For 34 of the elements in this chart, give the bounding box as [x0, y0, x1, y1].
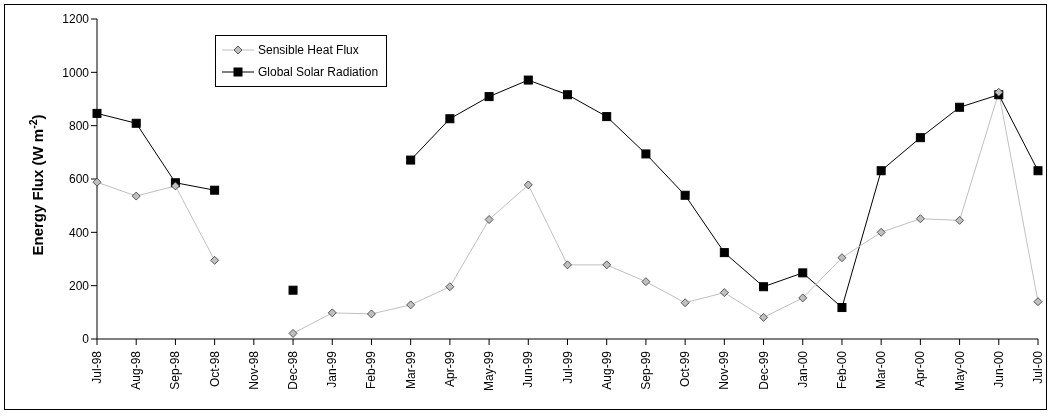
y-tick-label: 200	[68, 278, 90, 293]
y-tick-label: 1000	[62, 65, 90, 80]
x-tick-label: Jan-99	[325, 350, 340, 388]
x-tick-label: Jun-00	[991, 350, 1006, 388]
x-tick-label: Jul-99	[560, 350, 575, 384]
x-tick-label: May-99	[482, 350, 497, 392]
x-tick-label: Aug-98	[129, 350, 144, 390]
x-tick-label: Dec-98	[286, 350, 301, 390]
x-tick-label: Dec-99	[756, 350, 771, 390]
legend-label: Global Solar Radiation	[258, 65, 379, 79]
x-tick-label: Mar-99	[403, 350, 418, 390]
y-tick-label: 800	[68, 118, 90, 133]
y-tick-label: 1200	[62, 12, 90, 27]
x-tick-label: Apr-99	[442, 350, 457, 388]
x-tick-label: May-00	[952, 350, 967, 392]
x-tick-label: Nov-98	[246, 350, 261, 390]
x-tick-label: Jul-98	[90, 350, 104, 384]
x-tick-label: Oct-99	[678, 350, 693, 388]
y-tick-label: 0	[82, 332, 90, 347]
x-tick-label: Jul-00	[1031, 350, 1045, 384]
x-tick-label: Aug-99	[599, 350, 614, 390]
x-tick-label: Oct-98	[207, 350, 222, 388]
x-tick-label: Apr-00	[913, 350, 928, 388]
y-tick-label: 600	[68, 172, 90, 187]
legend-label: Sensible Heat Flux	[258, 43, 359, 57]
x-tick-label: Sep-98	[168, 350, 183, 390]
y-tick-label: 400	[68, 225, 90, 240]
x-tick-label: Sep-99	[638, 350, 653, 390]
x-tick-label: Nov-99	[717, 350, 732, 390]
x-tick-label: Mar-00	[874, 350, 889, 390]
x-tick-label: Feb-00	[834, 350, 849, 390]
x-tick-label: Jun-99	[521, 350, 536, 388]
x-tick-label: Jan-00	[795, 350, 810, 388]
x-tick-label: Feb-99	[364, 350, 379, 390]
